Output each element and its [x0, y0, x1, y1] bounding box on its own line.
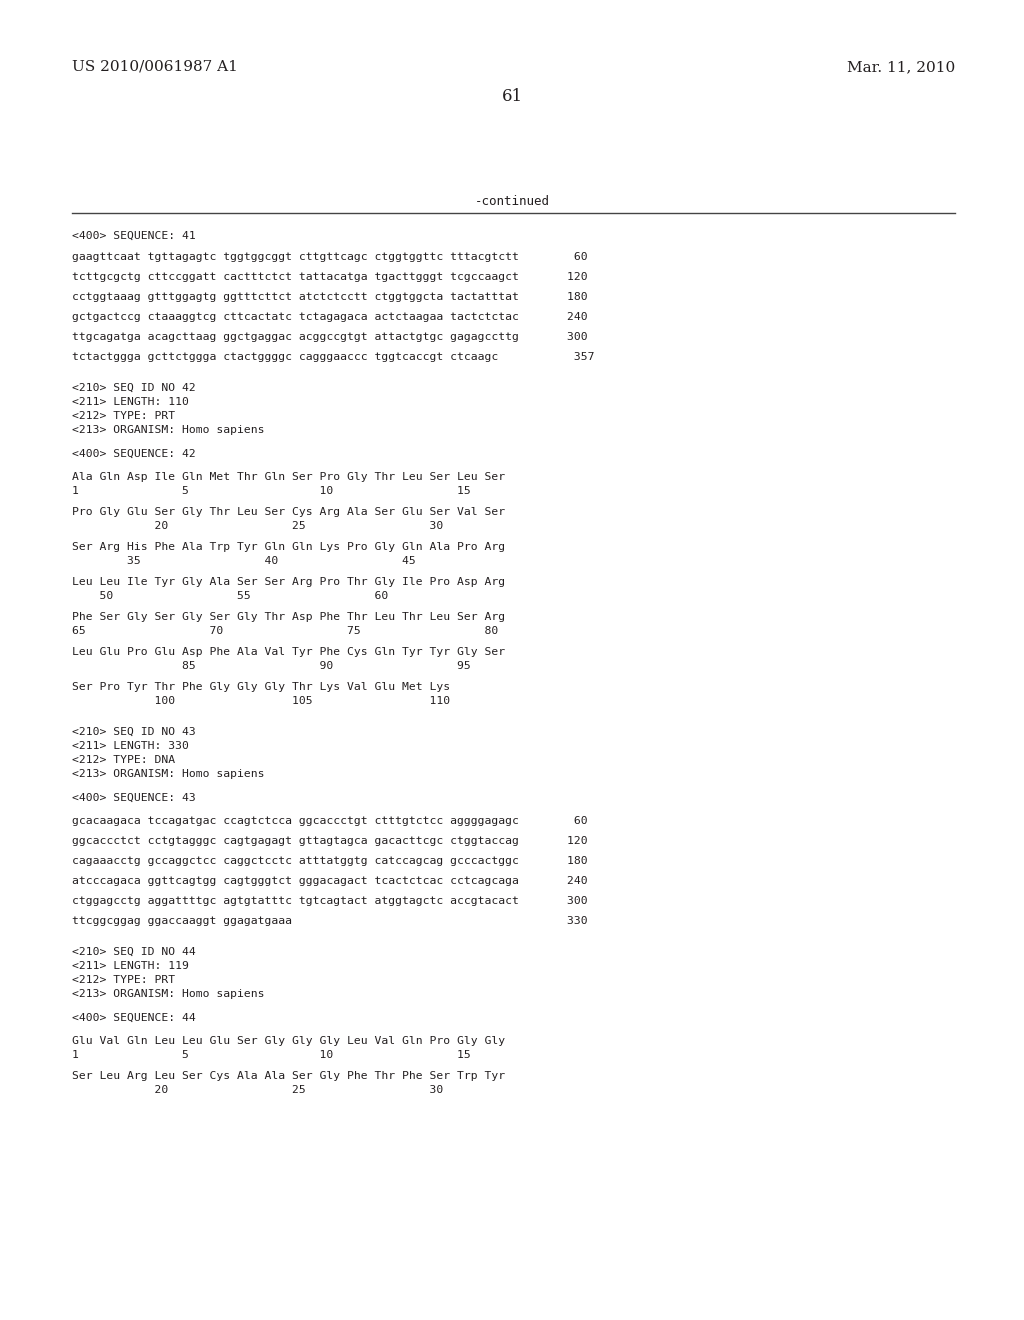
Text: <210> SEQ ID NO 42: <210> SEQ ID NO 42 — [72, 383, 196, 393]
Text: <211> LENGTH: 110: <211> LENGTH: 110 — [72, 397, 188, 407]
Text: gcacaagaca tccagatgac ccagtctcca ggcaccctgt ctttgtctcc aggggagagc        60: gcacaagaca tccagatgac ccagtctcca ggcaccc… — [72, 816, 588, 826]
Text: 61: 61 — [502, 88, 522, 106]
Text: gaagttcaat tgttagagtc tggtggcggt cttgttcagc ctggtggttc tttacgtctt        60: gaagttcaat tgttagagtc tggtggcggt cttgttc… — [72, 252, 588, 261]
Text: <211> LENGTH: 119: <211> LENGTH: 119 — [72, 961, 188, 972]
Text: <212> TYPE: DNA: <212> TYPE: DNA — [72, 755, 175, 766]
Text: gctgactccg ctaaaggtcg cttcactatc tctagagaca actctaagaa tactctctac       240: gctgactccg ctaaaggtcg cttcactatc tctagag… — [72, 312, 588, 322]
Text: ttcggcggag ggaccaaggt ggagatgaaa                                        330: ttcggcggag ggaccaaggt ggagatgaaa 330 — [72, 916, 588, 927]
Text: <400> SEQUENCE: 41: <400> SEQUENCE: 41 — [72, 231, 196, 242]
Text: <212> TYPE: PRT: <212> TYPE: PRT — [72, 975, 175, 985]
Text: ctggagcctg aggattttgc agtgtatttc tgtcagtact atggtagctc accgtacact       300: ctggagcctg aggattttgc agtgtatttc tgtcagt… — [72, 896, 588, 906]
Text: 1               5                   10                  15: 1 5 10 15 — [72, 486, 471, 496]
Text: Glu Val Gln Leu Leu Glu Ser Gly Gly Gly Leu Val Gln Pro Gly Gly: Glu Val Gln Leu Leu Glu Ser Gly Gly Gly … — [72, 1036, 505, 1045]
Text: Leu Leu Ile Tyr Gly Ala Ser Ser Arg Pro Thr Gly Ile Pro Asp Arg: Leu Leu Ile Tyr Gly Ala Ser Ser Arg Pro … — [72, 577, 505, 587]
Text: tcttgcgctg cttccggatt cactttctct tattacatga tgacttgggt tcgccaagct       120: tcttgcgctg cttccggatt cactttctct tattaca… — [72, 272, 588, 282]
Text: -continued: -continued — [474, 195, 550, 209]
Text: atcccagaca ggttcagtgg cagtgggtct gggacagact tcactctcac cctcagcaga       240: atcccagaca ggttcagtgg cagtgggtct gggacag… — [72, 876, 588, 886]
Text: <400> SEQUENCE: 43: <400> SEQUENCE: 43 — [72, 793, 196, 803]
Text: Mar. 11, 2010: Mar. 11, 2010 — [847, 59, 955, 74]
Text: <211> LENGTH: 330: <211> LENGTH: 330 — [72, 741, 188, 751]
Text: US 2010/0061987 A1: US 2010/0061987 A1 — [72, 59, 238, 74]
Text: <400> SEQUENCE: 44: <400> SEQUENCE: 44 — [72, 1012, 196, 1023]
Text: Ser Leu Arg Leu Ser Cys Ala Ala Ser Gly Phe Thr Phe Ser Trp Tyr: Ser Leu Arg Leu Ser Cys Ala Ala Ser Gly … — [72, 1071, 505, 1081]
Text: Pro Gly Glu Ser Gly Thr Leu Ser Cys Arg Ala Ser Glu Ser Val Ser: Pro Gly Glu Ser Gly Thr Leu Ser Cys Arg … — [72, 507, 505, 517]
Text: tctactggga gcttctggga ctactggggc cagggaaccc tggtcaccgt ctcaagc           357: tctactggga gcttctggga ctactggggc cagggaa… — [72, 352, 595, 362]
Text: <213> ORGANISM: Homo sapiens: <213> ORGANISM: Homo sapiens — [72, 770, 264, 779]
Text: 65                  70                  75                  80: 65 70 75 80 — [72, 626, 499, 636]
Text: Ser Arg His Phe Ala Trp Tyr Gln Gln Lys Pro Gly Gln Ala Pro Arg: Ser Arg His Phe Ala Trp Tyr Gln Gln Lys … — [72, 543, 505, 552]
Text: <210> SEQ ID NO 44: <210> SEQ ID NO 44 — [72, 946, 196, 957]
Text: cctggtaaag gtttggagtg ggtttcttct atctctcctt ctggtggcta tactatttat       180: cctggtaaag gtttggagtg ggtttcttct atctctc… — [72, 292, 588, 302]
Text: cagaaacctg gccaggctcc caggctcctc atttatggtg catccagcag gcccactggc       180: cagaaacctg gccaggctcc caggctcctc atttatg… — [72, 855, 588, 866]
Text: 35                  40                  45: 35 40 45 — [72, 556, 416, 566]
Text: <213> ORGANISM: Homo sapiens: <213> ORGANISM: Homo sapiens — [72, 989, 264, 999]
Text: <213> ORGANISM: Homo sapiens: <213> ORGANISM: Homo sapiens — [72, 425, 264, 436]
Text: <210> SEQ ID NO 43: <210> SEQ ID NO 43 — [72, 727, 196, 737]
Text: <212> TYPE: PRT: <212> TYPE: PRT — [72, 411, 175, 421]
Text: 100                 105                 110: 100 105 110 — [72, 696, 451, 706]
Text: ttgcagatga acagcttaag ggctgaggac acggccgtgt attactgtgc gagagccttg       300: ttgcagatga acagcttaag ggctgaggac acggccg… — [72, 333, 588, 342]
Text: 1               5                   10                  15: 1 5 10 15 — [72, 1049, 471, 1060]
Text: 85                  90                  95: 85 90 95 — [72, 661, 471, 671]
Text: Phe Ser Gly Ser Gly Ser Gly Thr Asp Phe Thr Leu Thr Leu Ser Arg: Phe Ser Gly Ser Gly Ser Gly Thr Asp Phe … — [72, 612, 505, 622]
Text: Leu Glu Pro Glu Asp Phe Ala Val Tyr Phe Cys Gln Tyr Tyr Gly Ser: Leu Glu Pro Glu Asp Phe Ala Val Tyr Phe … — [72, 647, 505, 657]
Text: Ser Pro Tyr Thr Phe Gly Gly Gly Thr Lys Val Glu Met Lys: Ser Pro Tyr Thr Phe Gly Gly Gly Thr Lys … — [72, 682, 451, 692]
Text: 20                  25                  30: 20 25 30 — [72, 521, 443, 531]
Text: 50                  55                  60: 50 55 60 — [72, 591, 388, 601]
Text: 20                  25                  30: 20 25 30 — [72, 1085, 443, 1096]
Text: <400> SEQUENCE: 42: <400> SEQUENCE: 42 — [72, 449, 196, 459]
Text: Ala Gln Asp Ile Gln Met Thr Gln Ser Pro Gly Thr Leu Ser Leu Ser: Ala Gln Asp Ile Gln Met Thr Gln Ser Pro … — [72, 473, 505, 482]
Text: ggcaccctct cctgtagggc cagtgagagt gttagtagca gacacttcgc ctggtaccag       120: ggcaccctct cctgtagggc cagtgagagt gttagta… — [72, 836, 588, 846]
